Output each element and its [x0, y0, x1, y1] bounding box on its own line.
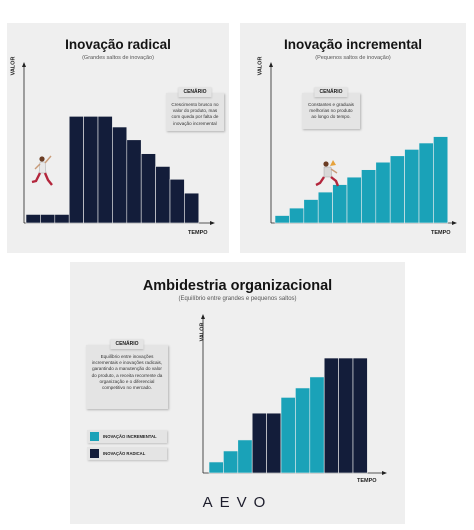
incremental-bar [208, 461, 224, 474]
radical-bar [323, 357, 339, 474]
radical-bar [68, 116, 84, 224]
radical-bar [184, 192, 200, 224]
panel-title: Ambidestria organizacional [142, 278, 333, 294]
y-axis-arrow [22, 62, 26, 67]
radical-bar [352, 357, 368, 474]
scenario-box: CENÁRIO Equilíbrio entre inovações incre… [86, 339, 168, 409]
radical-bar [126, 139, 142, 224]
incremental-bar [317, 191, 333, 224]
legend-incremental: INOVAÇÃO INCREMENTAL [87, 430, 167, 443]
incremental-bar-chart [269, 62, 457, 225]
incremental-bar [303, 199, 319, 224]
y-axis-arrow [201, 314, 205, 319]
radical-bar [251, 412, 267, 474]
radical-bar [155, 166, 171, 224]
panel-subtitle: (Pequenos saltos de inovação) [315, 55, 391, 61]
incremental-bar [346, 176, 362, 224]
radical-bar [112, 126, 128, 224]
legend-label: INOVAÇÃO INCREMENTAL [103, 433, 157, 439]
incremental-bar [295, 387, 311, 474]
panel-subtitle: (Equilíbrio entre grandes e pequenos sal… [178, 296, 297, 302]
radical-bar [338, 357, 354, 474]
incremental-bar [289, 207, 305, 224]
x-axis-arrow [210, 221, 215, 225]
radical-bar [169, 178, 185, 224]
x-axis-label: TEMPO [431, 230, 451, 236]
radical-bar [40, 214, 56, 224]
scenario-text: Constantes e graduais melhorias no produ… [308, 102, 354, 120]
radical-bar [54, 214, 70, 224]
ambidexterity-bar-chart [201, 314, 387, 475]
scenario-title: CENÁRIO [178, 87, 212, 97]
incremental-bar [309, 376, 325, 474]
x-axis-arrow [382, 471, 387, 475]
incremental-bar [433, 136, 449, 224]
x-axis-label: TEMPO [188, 230, 208, 236]
incremental-bar [274, 215, 290, 224]
radical-bar [266, 412, 282, 474]
radical-bar-chart [22, 62, 215, 225]
radical-bar [97, 116, 113, 224]
aevo-logo: AEVO [202, 494, 273, 511]
radical-innovation-panel: Inovação radical (Grandes saltos de inov… [7, 23, 229, 253]
incremental-bar [404, 149, 420, 224]
person-jumping-icon [31, 155, 53, 186]
incremental-bar [389, 155, 405, 224]
legend-swatch [90, 449, 99, 458]
legend-label: INOVAÇÃO RADICAL [103, 450, 146, 456]
panel-subtitle: (Grandes saltos de inovação) [82, 55, 154, 61]
incremental-bar [375, 161, 391, 224]
incremental-innovation-panel: Inovação incremental (Pequenos saltos de… [240, 23, 466, 253]
ambidexterity-panel: Ambidestria organizacional (Equilíbrio e… [70, 262, 405, 524]
incremental-bar [280, 397, 296, 474]
scenario-title: CENÁRIO [110, 339, 144, 349]
person-climbing-icon [315, 160, 340, 187]
incremental-bar [237, 439, 253, 474]
radical-bar [83, 116, 99, 224]
incremental-bar [332, 184, 348, 224]
panel-title: Inovação radical [65, 37, 171, 52]
y-axis-arrow [269, 62, 273, 67]
incremental-bar [223, 450, 239, 474]
panel-title: Inovação incremental [283, 37, 423, 52]
scenario-text: Equilíbrio entre inovações incrementais … [91, 354, 163, 390]
x-axis-arrow [452, 221, 457, 225]
scenario-title: CENÁRIO [314, 87, 348, 97]
x-axis-label: TEMPO [357, 478, 377, 484]
radical-bar [140, 153, 156, 224]
radical-bar [25, 214, 41, 224]
legend-radical: INOVAÇÃO RADICAL [87, 447, 167, 460]
scenario-text: Crescimento brusco no valor do produto, … [171, 102, 219, 126]
incremental-bar [361, 169, 377, 224]
incremental-bar [418, 142, 434, 224]
legend-swatch [90, 432, 99, 441]
scenario-box: CENÁRIO Constantes e graduais melhorias … [302, 87, 360, 129]
scenario-box: CENÁRIO Crescimento brusco no valor do p… [166, 87, 224, 131]
